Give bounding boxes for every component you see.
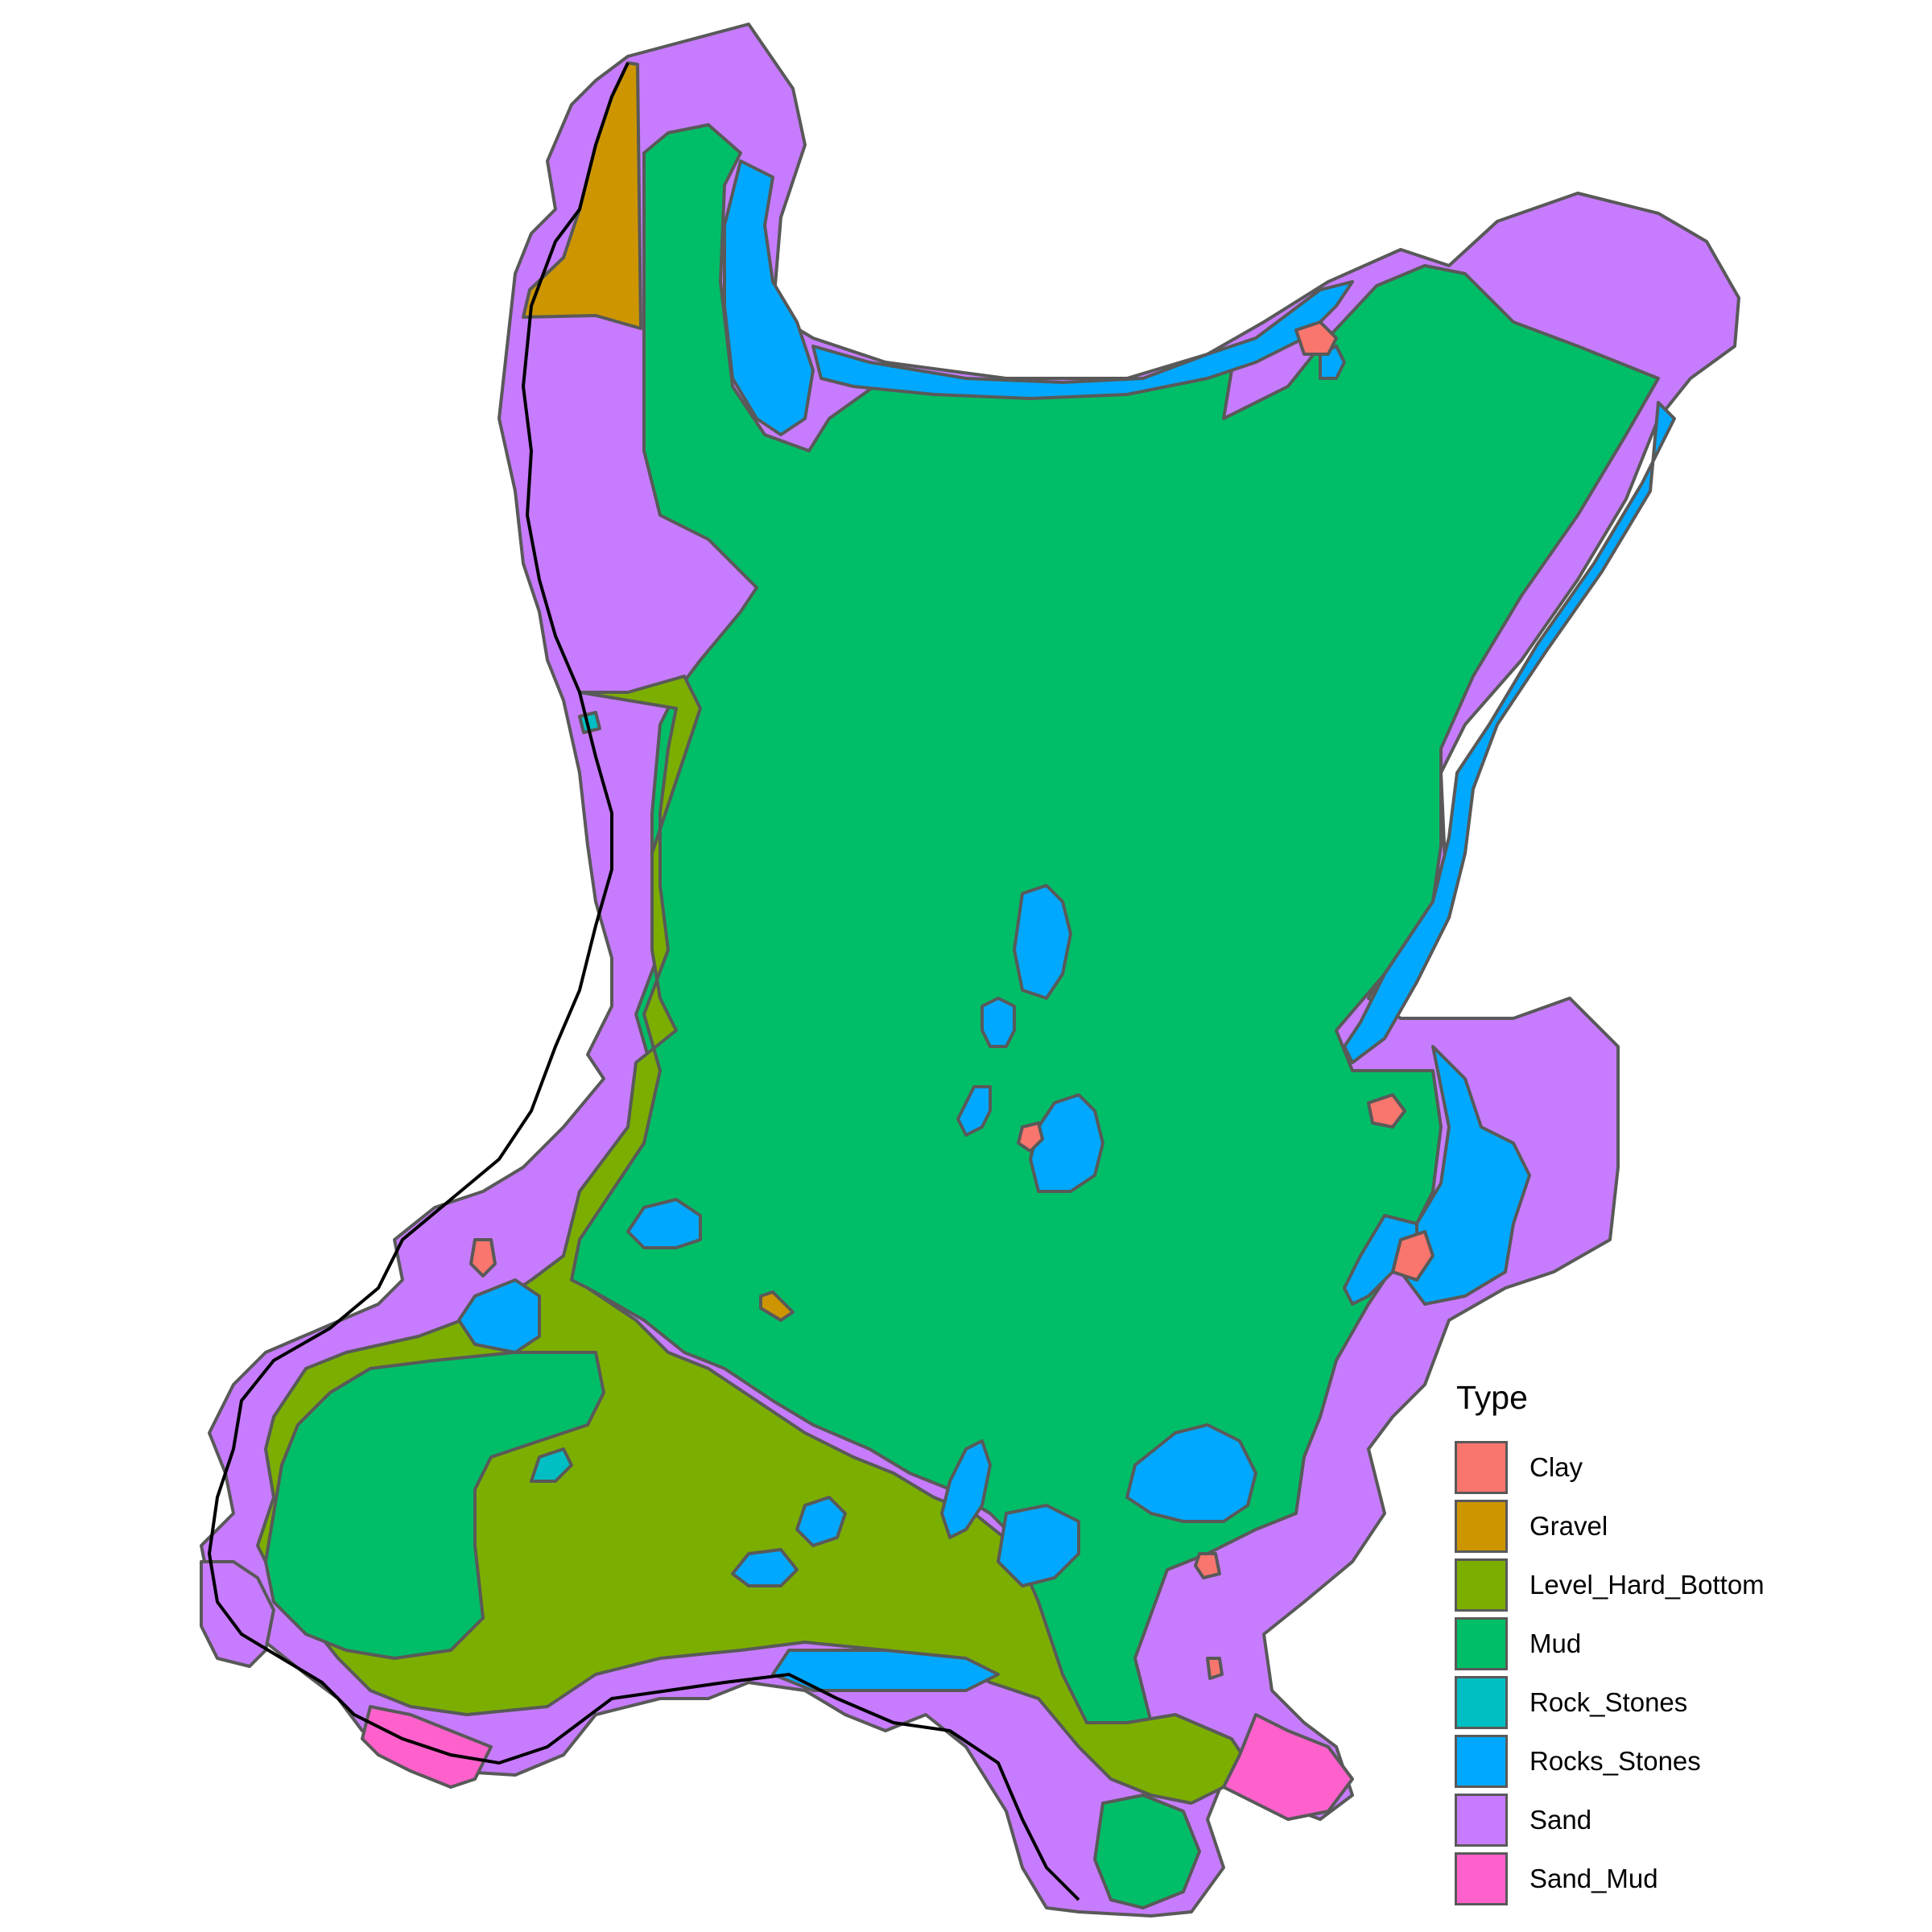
- legend-swatch: [1455, 1616, 1508, 1670]
- legend-item: Clay: [1455, 1438, 1833, 1496]
- legend-swatch: [1455, 1793, 1508, 1847]
- legend-swatch: [1455, 1852, 1508, 1905]
- clay-patch-east: [1367, 1093, 1406, 1129]
- rocks-stones-patch-center-4: [956, 1085, 992, 1137]
- legend-item: Mud: [1455, 1614, 1833, 1673]
- rocks-stones-patch-north-coast: [811, 280, 1354, 400]
- clay-patch-south: [1194, 1552, 1221, 1579]
- legend-swatch: [1455, 1440, 1508, 1494]
- rocks-stones-patch-center-3: [980, 997, 1016, 1048]
- rocks-stones-patch-southwest-2: [731, 1548, 799, 1587]
- legend-items: Clay Gravel Level_Hard_Bottom Mud Rock_Stone…: [1455, 1438, 1833, 1908]
- legend-label: Rock_Stones: [1530, 1686, 1688, 1717]
- legend-item: Gravel: [1455, 1496, 1833, 1555]
- rocks-stones-patch-south-1: [940, 1439, 992, 1539]
- rocks-stones-patch-east-coast: [1343, 401, 1676, 1064]
- legend-label: Gravel: [1530, 1510, 1608, 1541]
- rocks-stones-patch-west-1: [457, 1278, 541, 1354]
- legend-swatch: [1455, 1499, 1508, 1553]
- legend-item: Level_Hard_Bottom: [1455, 1555, 1833, 1614]
- legend-label: Sand_Mud: [1530, 1863, 1658, 1893]
- legend-swatch: [1455, 1675, 1508, 1729]
- sand-mud-region-southeast: [1222, 1713, 1354, 1821]
- legend-title: Type: [1456, 1379, 1528, 1416]
- legend-item: Sand_Mud: [1455, 1849, 1833, 1908]
- rocks-stones-patch-south-center: [1125, 1423, 1257, 1523]
- legend-label: Sand: [1530, 1804, 1592, 1835]
- rocks-stones-patch-north-channel: [723, 159, 815, 436]
- level-hard-bottom-region: [256, 675, 1249, 1805]
- legend-item: Rock_Stones: [1455, 1673, 1833, 1732]
- legend-swatch: [1455, 1734, 1508, 1788]
- rock-stones-patch-southwest: [530, 1447, 573, 1483]
- legend-label: Mud: [1530, 1628, 1582, 1658]
- rocks-stones-patch-southwest-1: [795, 1496, 847, 1547]
- rocks-stones-patch-south-coast: [771, 1649, 1000, 1692]
- legend-swatch: [1455, 1558, 1508, 1612]
- rocks-stones-patch-west-2: [626, 1198, 702, 1249]
- clay-patch-east-channel: [1391, 1230, 1435, 1282]
- gravel-patch-center: [759, 1290, 795, 1322]
- mud-region-southwest: [264, 1351, 605, 1660]
- legend-item: Sand: [1455, 1790, 1833, 1849]
- legend-label: Level_Hard_Bottom: [1530, 1569, 1765, 1600]
- rocks-stones-patch-center-1: [1013, 884, 1072, 1000]
- rocks-stones-patch-east-channel: [1343, 1214, 1418, 1306]
- rocks-stones-patch-east-bay: [1399, 1045, 1531, 1306]
- legend-label: Rocks_Stones: [1530, 1745, 1701, 1776]
- clay-patch-northeast: [1294, 320, 1338, 356]
- legend: Type Clay Gravel Level_Hard_Bottom Mud Rock_…: [1455, 1378, 1833, 1908]
- clay-patch-south-2: [1206, 1657, 1224, 1680]
- coastline: [207, 62, 1080, 1901]
- legend-label: Clay: [1530, 1451, 1583, 1482]
- mud-region-south-tip: [1093, 1794, 1201, 1909]
- clay-patch-center: [1017, 1121, 1044, 1153]
- rocks-stones-patch-south-2: [997, 1504, 1080, 1587]
- legend-item: Rocks_Stones: [1455, 1732, 1833, 1790]
- clay-patch-west: [469, 1238, 497, 1278]
